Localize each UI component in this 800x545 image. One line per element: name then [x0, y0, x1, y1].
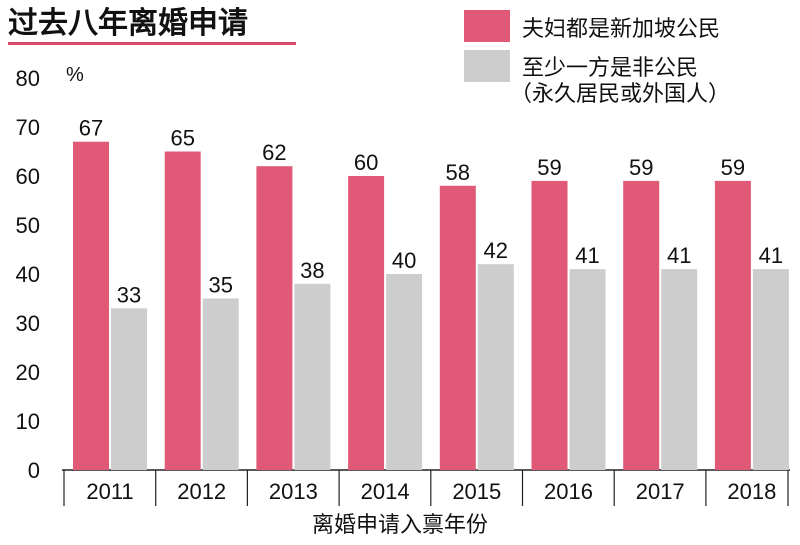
legend-swatch-noncitizen: [464, 50, 510, 82]
y-tick-label: 20: [16, 360, 40, 385]
data-label-noncitizen: 35: [208, 273, 232, 298]
data-label-citizens: 59: [721, 155, 745, 180]
data-label-citizens: 58: [446, 160, 470, 185]
axes: 0 10 20 30 40 50 60 70 80 2011 2012 2013 2014 2015 201…: [16, 66, 790, 506]
data-label-noncitizen: 41: [575, 243, 599, 268]
y-tick-label: 70: [16, 115, 40, 140]
bar-citizens: [623, 180, 660, 470]
bar-noncitizen: [477, 264, 514, 470]
title-underline: [8, 42, 296, 45]
bar-citizens: [531, 180, 568, 470]
bar-citizens: [256, 166, 293, 470]
data-label-noncitizen: 41: [667, 243, 691, 268]
x-tick-label: 2017: [636, 479, 685, 504]
bar-noncitizen: [386, 274, 423, 470]
legend-label-noncitizen: 至少一方是非公民: [522, 55, 698, 80]
y-tick-label: 40: [16, 262, 40, 287]
legend-swatch-citizens: [464, 10, 510, 42]
x-tick-label: 2016: [544, 479, 593, 504]
y-tick-label: 60: [16, 164, 40, 189]
bar-noncitizen: [569, 269, 606, 470]
bar-citizens: [348, 176, 385, 470]
y-tick-label: 80: [16, 66, 40, 91]
bar-noncitizen: [202, 298, 239, 470]
bar-citizens: [714, 180, 751, 470]
bar-citizens: [164, 151, 201, 470]
x-tick-label: 2011: [86, 479, 133, 504]
chart-title: 过去八年离婚申请: [8, 6, 248, 41]
data-label-citizens: 60: [354, 150, 378, 175]
x-axis-label: 离婚申请入禀年份: [312, 512, 488, 537]
bar-citizens: [73, 141, 109, 470]
bar-noncitizen: [294, 283, 331, 470]
bar-noncitizen: [752, 269, 789, 470]
data-label-noncitizen: 33: [117, 282, 141, 307]
bar-citizens: [439, 185, 476, 471]
data-label-citizens: 62: [262, 140, 286, 165]
y-unit-label: %: [66, 64, 84, 86]
y-tick-label: 10: [16, 409, 40, 434]
x-tick-label: 2018: [727, 479, 776, 504]
data-label-citizens: 65: [170, 126, 194, 151]
legend-label-noncitizen-note: （永久居民或外国人）: [510, 81, 730, 106]
x-tick-label: 2012: [177, 479, 226, 504]
x-tick-label: 2014: [361, 479, 410, 504]
y-tick-label: 0: [28, 458, 40, 483]
y-tick-label: 50: [16, 213, 40, 238]
bars: 67 33 65 35 62 38 60 40 58 42 59 41 59 41 59 41: [73, 116, 789, 471]
x-tick-label: 2013: [269, 479, 318, 504]
data-label-citizens: 59: [629, 155, 653, 180]
bar-noncitizen: [661, 269, 698, 470]
data-label-citizens: 67: [79, 116, 103, 141]
data-label-noncitizen: 41: [759, 243, 783, 268]
bar-noncitizen: [111, 308, 147, 470]
data-label-noncitizen: 40: [392, 248, 416, 273]
data-label-noncitizen: 38: [300, 258, 324, 283]
data-label-noncitizen: 42: [484, 238, 508, 263]
legend-label-citizens: 夫妇都是新加坡公民: [522, 16, 720, 41]
x-tick-label: 2015: [452, 479, 501, 504]
data-label-citizens: 59: [537, 155, 561, 180]
y-tick-label: 30: [16, 311, 40, 336]
